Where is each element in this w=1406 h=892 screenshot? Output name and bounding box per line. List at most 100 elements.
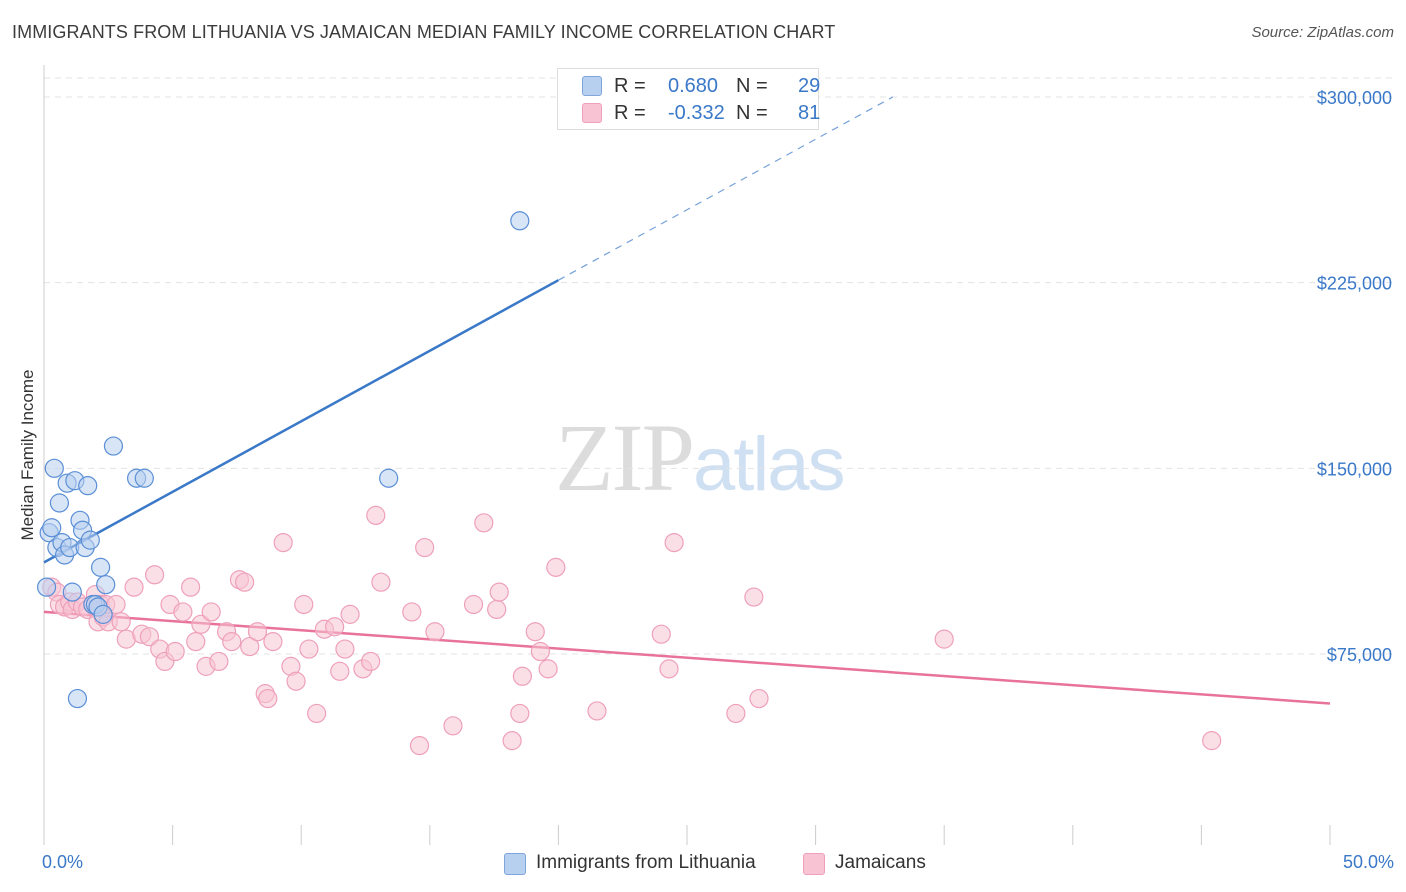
- data-point-jamaicans: [144, 565, 165, 585]
- correlation-legend: R = 0.680 N = 29 R = -0.332 N = 81: [557, 68, 821, 130]
- data-point-jamaicans: [124, 577, 144, 597]
- y-tick-label: $75,000: [1327, 645, 1392, 665]
- series-legend: Immigrants from Lithuania Jamaicans: [0, 850, 1406, 878]
- data-point-jamaicans: [191, 614, 211, 634]
- data-point-jamaicans: [299, 639, 319, 659]
- data-point-jamaicans: [263, 632, 283, 652]
- legend-n-value: 29: [798, 75, 821, 97]
- data-point-jamaicans: [415, 537, 435, 558]
- data-point-jamaicans: [325, 617, 345, 637]
- data-point-lithuania: [49, 493, 70, 513]
- data-point-lithuania: [96, 575, 116, 595]
- data-point-jamaicans: [330, 661, 350, 681]
- legend-label-lithuania: Immigrants from Lithuania: [536, 852, 756, 873]
- data-point-jamaicans: [651, 624, 671, 644]
- y-axis-label: Median Family Income: [18, 369, 37, 541]
- x-min-label: 0.0%: [42, 852, 84, 872]
- data-point-jamaicans: [111, 612, 131, 632]
- data-point-lithuania: [42, 518, 62, 538]
- data-point-jamaicans: [538, 659, 558, 679]
- data-point-jamaicans: [335, 639, 355, 659]
- legend-swatch-blue: [504, 853, 526, 875]
- data-point-lithuania: [62, 582, 82, 602]
- trend-line-lithuania-extension: [558, 96, 894, 281]
- data-point-jamaicans: [443, 716, 463, 736]
- legend-label-jamaicans: Jamaicans: [835, 852, 926, 873]
- data-point-jamaicans: [173, 602, 193, 622]
- data-point-jamaicans: [487, 599, 507, 620]
- legend-r-value: -0.332: [668, 102, 725, 124]
- data-point-jamaicans: [659, 659, 679, 679]
- data-point-jamaicans: [744, 587, 764, 607]
- watermark-zip: ZIP: [555, 404, 695, 511]
- data-point-jamaicans: [258, 688, 278, 709]
- data-point-lithuania: [78, 476, 98, 496]
- data-point-jamaicans: [235, 572, 255, 592]
- data-point-jamaicans: [510, 703, 530, 724]
- chart-title: IMMIGRANTS FROM LITHUANIA VS JAMAICAN ME…: [12, 22, 836, 42]
- data-point-jamaicans: [247, 622, 268, 642]
- data-point-jamaicans: [546, 557, 566, 577]
- data-point-jamaicans: [530, 641, 550, 662]
- data-point-jamaicans: [425, 622, 445, 642]
- y-tick-label: $225,000: [1317, 274, 1392, 294]
- data-point-jamaicans: [307, 703, 327, 724]
- data-point-jamaicans: [294, 594, 314, 615]
- data-point-lithuania: [93, 604, 113, 624]
- data-point-lithuania: [80, 530, 100, 550]
- data-point-jamaicans: [409, 735, 430, 756]
- y-tick-label: $150,000: [1317, 459, 1392, 479]
- data-point-lithuania: [90, 557, 111, 577]
- data-point-jamaicans: [934, 629, 954, 649]
- watermark-atlas: atlas: [693, 422, 846, 507]
- data-point-jamaicans: [340, 604, 360, 624]
- data-point-jamaicans: [502, 731, 522, 751]
- data-point-jamaicans: [222, 632, 242, 652]
- source-label: Source: ZipAtlas.com: [1251, 24, 1394, 41]
- data-point-jamaicans: [1202, 731, 1222, 751]
- data-point-jamaicans: [587, 701, 607, 721]
- data-point-jamaicans: [366, 505, 386, 525]
- data-point-jamaicans: [726, 703, 746, 724]
- data-point-jamaicans: [186, 632, 206, 652]
- trend-line-jamaicans: [43, 610, 1331, 705]
- data-point-jamaicans: [371, 572, 391, 592]
- data-point-jamaicans: [489, 582, 509, 602]
- data-point-jamaicans: [240, 636, 260, 657]
- data-point-jamaicans: [209, 651, 229, 672]
- trend-line-lithuania: [43, 279, 560, 564]
- data-point-jamaicans: [664, 532, 684, 553]
- data-point-jamaicans: [402, 602, 422, 622]
- legend-r-label: R =: [614, 75, 646, 97]
- data-point-lithuania: [44, 458, 64, 478]
- data-point-jamaicans: [749, 688, 769, 709]
- data-point-lithuania: [67, 688, 88, 709]
- legend-swatch-blue: [582, 76, 602, 96]
- data-point-jamaicans: [165, 641, 185, 662]
- data-point-lithuania: [510, 211, 530, 231]
- data-point-jamaicans: [463, 594, 484, 615]
- data-point-lithuania: [103, 436, 124, 456]
- watermark: ZIPatlas: [555, 402, 846, 513]
- data-point-jamaicans: [525, 622, 545, 642]
- data-point-lithuania: [134, 468, 154, 488]
- data-point-jamaicans: [181, 577, 201, 597]
- legend-n-label: N =: [736, 102, 768, 124]
- data-point-jamaicans: [286, 671, 306, 691]
- data-point-jamaicans: [474, 513, 494, 533]
- data-point-jamaicans: [512, 666, 532, 686]
- x-max-label: 50.0%: [1342, 852, 1394, 872]
- legend-swatch-pink: [803, 853, 825, 875]
- data-point-jamaicans: [361, 651, 381, 672]
- legend-r-label: R =: [614, 102, 646, 124]
- y-tick-label: $300,000: [1317, 88, 1392, 108]
- data-point-jamaicans: [201, 602, 221, 622]
- legend-n-label: N =: [736, 75, 768, 97]
- legend-r-value: 0.680: [668, 75, 719, 97]
- data-point-lithuania: [379, 468, 399, 488]
- legend-n-value: 81: [798, 102, 821, 124]
- data-point-jamaicans: [139, 627, 160, 647]
- legend-swatch-pink: [582, 103, 602, 123]
- data-point-lithuania: [36, 577, 57, 597]
